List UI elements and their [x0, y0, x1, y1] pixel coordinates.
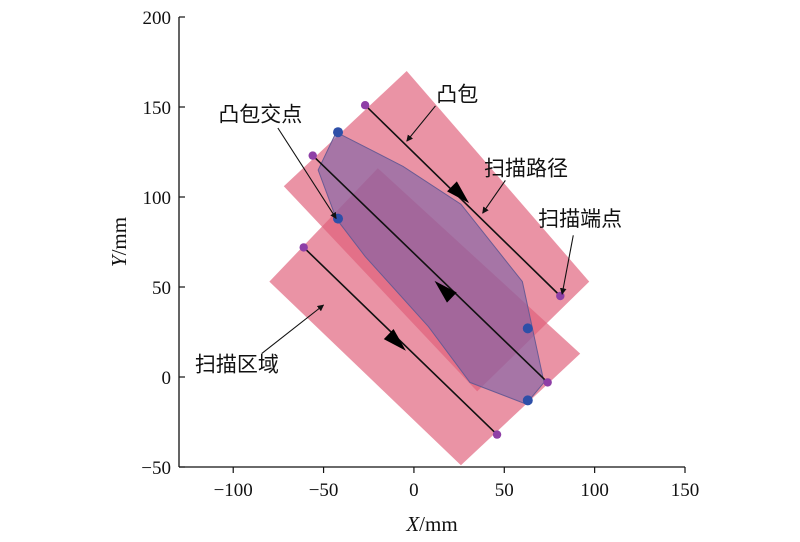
scan-direction-arrow-3	[383, 329, 406, 351]
annotation-label-1: 凸包交点	[218, 102, 302, 126]
x-tick-label: 100	[580, 480, 609, 501]
scan-direction-arrow-1	[447, 181, 470, 204]
x-tick-label: 0	[409, 480, 419, 501]
annotation-label-4: 扫描端点	[538, 207, 622, 231]
annotation-label-3: 扫描路径	[484, 156, 568, 180]
scan-path-3	[303, 246, 498, 436]
y-tick-label: 150	[143, 98, 172, 119]
y-tick-label: −50	[141, 458, 171, 479]
convex-hull	[317, 131, 545, 405]
y-tick-label: 100	[143, 188, 172, 209]
annotation-leader-3	[482, 180, 506, 214]
hull-intersection-1	[333, 127, 344, 138]
x-axis-title: X/mm	[405, 512, 457, 536]
annotation-leader-1	[277, 127, 337, 220]
annotation-label-2: 凸包	[436, 83, 478, 107]
x-tick-label: −50	[309, 480, 339, 501]
axes: −100 −50 0 50 100 150 −50 0 50 100 150 200 X/mm Y/mm	[107, 8, 699, 536]
scan-path-2	[312, 155, 549, 383]
y-tick-label: 50	[152, 278, 171, 299]
scan-endpoint-6	[492, 430, 502, 439]
annotation-label-5: 扫描区域	[195, 353, 279, 377]
scan-endpoint-1	[360, 101, 370, 110]
scan-direction-arrow-2	[434, 280, 457, 303]
x-tick-label: −100	[214, 480, 253, 501]
scan-endpoint-4	[308, 151, 317, 160]
scan-paths	[303, 104, 561, 436]
hull-intersection-3	[522, 323, 533, 334]
scan-endpoint-2	[556, 291, 565, 301]
convex-hull-layer	[317, 131, 545, 405]
y-tick-label: 200	[143, 8, 172, 29]
x-tick-label: 50	[495, 480, 514, 501]
scan-endpoint-5	[299, 243, 308, 252]
annotation-leader-5	[261, 304, 325, 354]
x-tick-label: 150	[671, 480, 700, 501]
y-tick-label: 0	[162, 368, 172, 389]
hull-intersection-4	[522, 395, 533, 406]
scan-path-1	[364, 104, 561, 297]
annotation-leader-4	[559, 235, 574, 295]
scan-endpoint-3	[543, 378, 552, 387]
annotation-leader-2	[406, 105, 436, 142]
y-axis-title: Y/mm	[107, 217, 131, 267]
